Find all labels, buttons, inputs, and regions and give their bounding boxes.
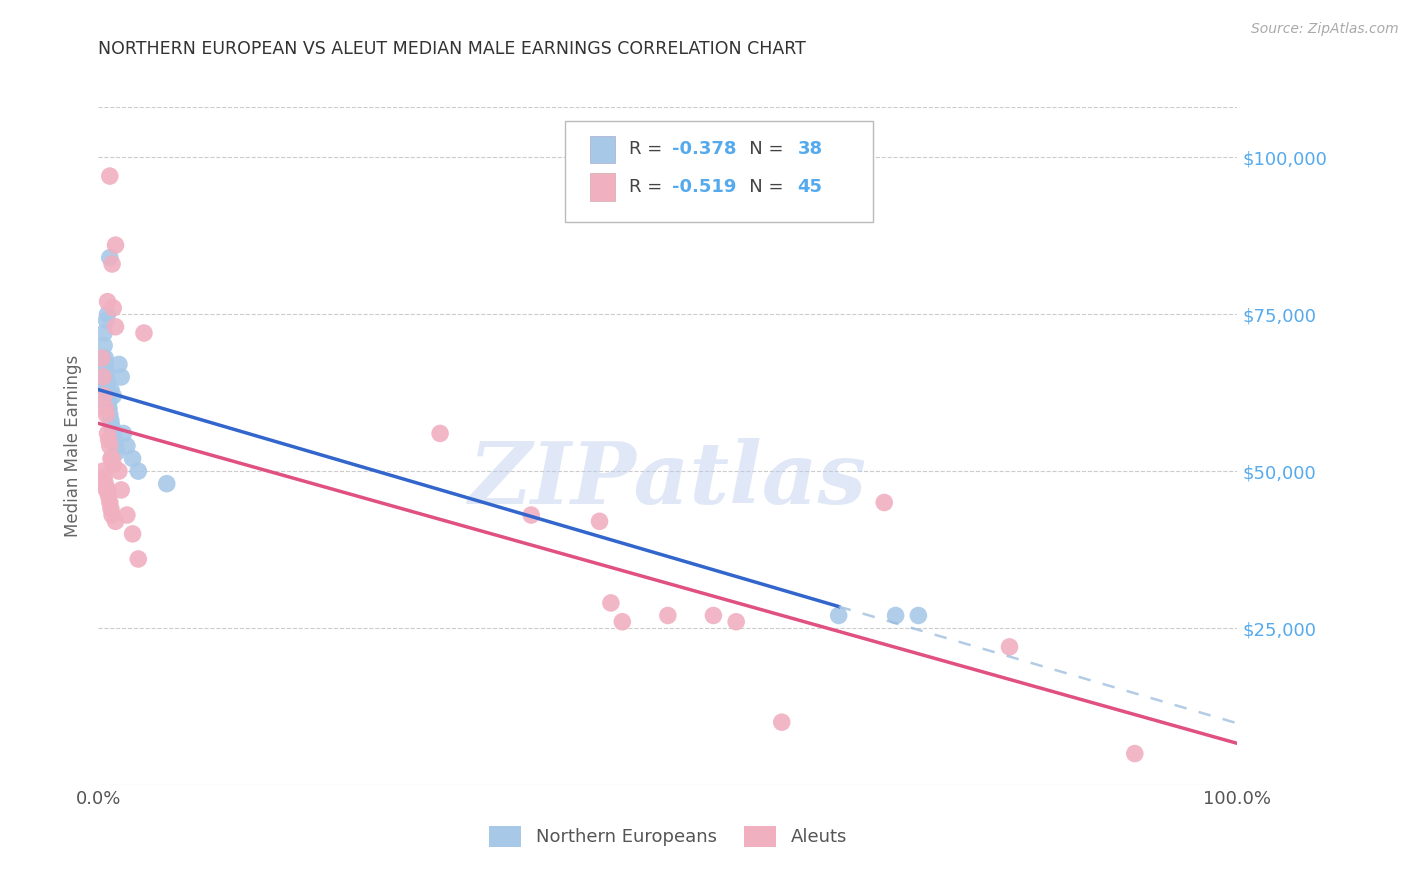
Point — [998, 640, 1021, 654]
Point — [770, 715, 793, 730]
Text: ZIPatlas: ZIPatlas — [468, 438, 868, 522]
Point — [588, 514, 610, 528]
Point — [104, 514, 127, 528]
Point — [121, 527, 143, 541]
Point — [103, 433, 125, 447]
Point — [94, 358, 117, 372]
Point — [828, 608, 851, 623]
Point — [103, 301, 125, 315]
Point — [91, 464, 114, 478]
Point — [600, 596, 623, 610]
Text: N =: N = — [731, 140, 789, 158]
Point — [127, 552, 149, 566]
Point — [101, 257, 124, 271]
Point — [94, 401, 117, 416]
Point — [103, 389, 125, 403]
Point — [94, 370, 117, 384]
Point — [103, 458, 125, 472]
Point — [98, 251, 121, 265]
FancyBboxPatch shape — [591, 173, 616, 201]
Point — [104, 238, 127, 252]
FancyBboxPatch shape — [591, 136, 616, 162]
Point — [101, 451, 124, 466]
Point — [98, 408, 121, 422]
Point — [127, 464, 149, 478]
Point — [94, 395, 117, 409]
Point — [100, 414, 122, 428]
Legend: Northern Europeans, Aleuts: Northern Europeans, Aleuts — [481, 819, 855, 854]
Point — [108, 358, 131, 372]
Point — [91, 370, 114, 384]
Point — [100, 451, 122, 466]
Point — [104, 319, 127, 334]
Point — [96, 376, 118, 391]
Point — [96, 426, 118, 441]
Text: Source: ZipAtlas.com: Source: ZipAtlas.com — [1251, 22, 1399, 37]
Text: 45: 45 — [797, 178, 823, 196]
Point — [97, 395, 120, 409]
Point — [100, 501, 122, 516]
Text: NORTHERN EUROPEAN VS ALEUT MEDIAN MALE EARNINGS CORRELATION CHART: NORTHERN EUROPEAN VS ALEUT MEDIAN MALE E… — [98, 40, 806, 58]
Point — [97, 433, 120, 447]
Point — [93, 326, 115, 340]
Point — [612, 615, 634, 629]
Text: R =: R = — [628, 178, 668, 196]
Point — [94, 351, 117, 365]
Point — [702, 608, 724, 623]
Point — [132, 326, 155, 340]
Point — [104, 439, 127, 453]
FancyBboxPatch shape — [565, 120, 873, 222]
Point — [98, 169, 121, 183]
Text: R =: R = — [628, 140, 668, 158]
Point — [96, 307, 118, 321]
Point — [96, 294, 118, 309]
Point — [101, 420, 124, 434]
Point — [115, 439, 138, 453]
Point — [93, 470, 115, 484]
Point — [520, 508, 543, 522]
Point — [121, 451, 143, 466]
Point — [96, 364, 118, 378]
Point — [108, 464, 131, 478]
Point — [101, 508, 124, 522]
Point — [98, 495, 121, 509]
Point — [96, 408, 118, 422]
Point — [96, 483, 118, 497]
Text: 38: 38 — [797, 140, 823, 158]
Text: -0.378: -0.378 — [672, 140, 737, 158]
Point — [96, 370, 118, 384]
Point — [93, 389, 115, 403]
Point — [112, 426, 135, 441]
Point — [115, 508, 138, 522]
Text: N =: N = — [731, 178, 789, 196]
Point — [96, 313, 118, 327]
Point — [97, 489, 120, 503]
Point — [110, 370, 132, 384]
Point — [97, 401, 120, 416]
Point — [110, 483, 132, 497]
Point — [94, 476, 117, 491]
Point — [105, 445, 128, 459]
Point — [98, 439, 121, 453]
Text: -0.519: -0.519 — [672, 178, 737, 196]
Point — [91, 383, 114, 397]
Point — [1123, 747, 1146, 761]
Point — [657, 608, 679, 623]
Point — [429, 426, 451, 441]
Point — [96, 483, 118, 497]
Point — [93, 338, 115, 352]
Point — [156, 476, 179, 491]
Point — [90, 351, 112, 365]
Point — [96, 376, 118, 391]
Point — [96, 389, 118, 403]
Point — [725, 615, 748, 629]
Y-axis label: Median Male Earnings: Median Male Earnings — [65, 355, 83, 537]
Point — [873, 495, 896, 509]
Point — [884, 608, 907, 623]
Point — [91, 351, 114, 365]
Point — [103, 426, 125, 441]
Point — [97, 401, 120, 416]
Point — [907, 608, 929, 623]
Point — [100, 383, 122, 397]
